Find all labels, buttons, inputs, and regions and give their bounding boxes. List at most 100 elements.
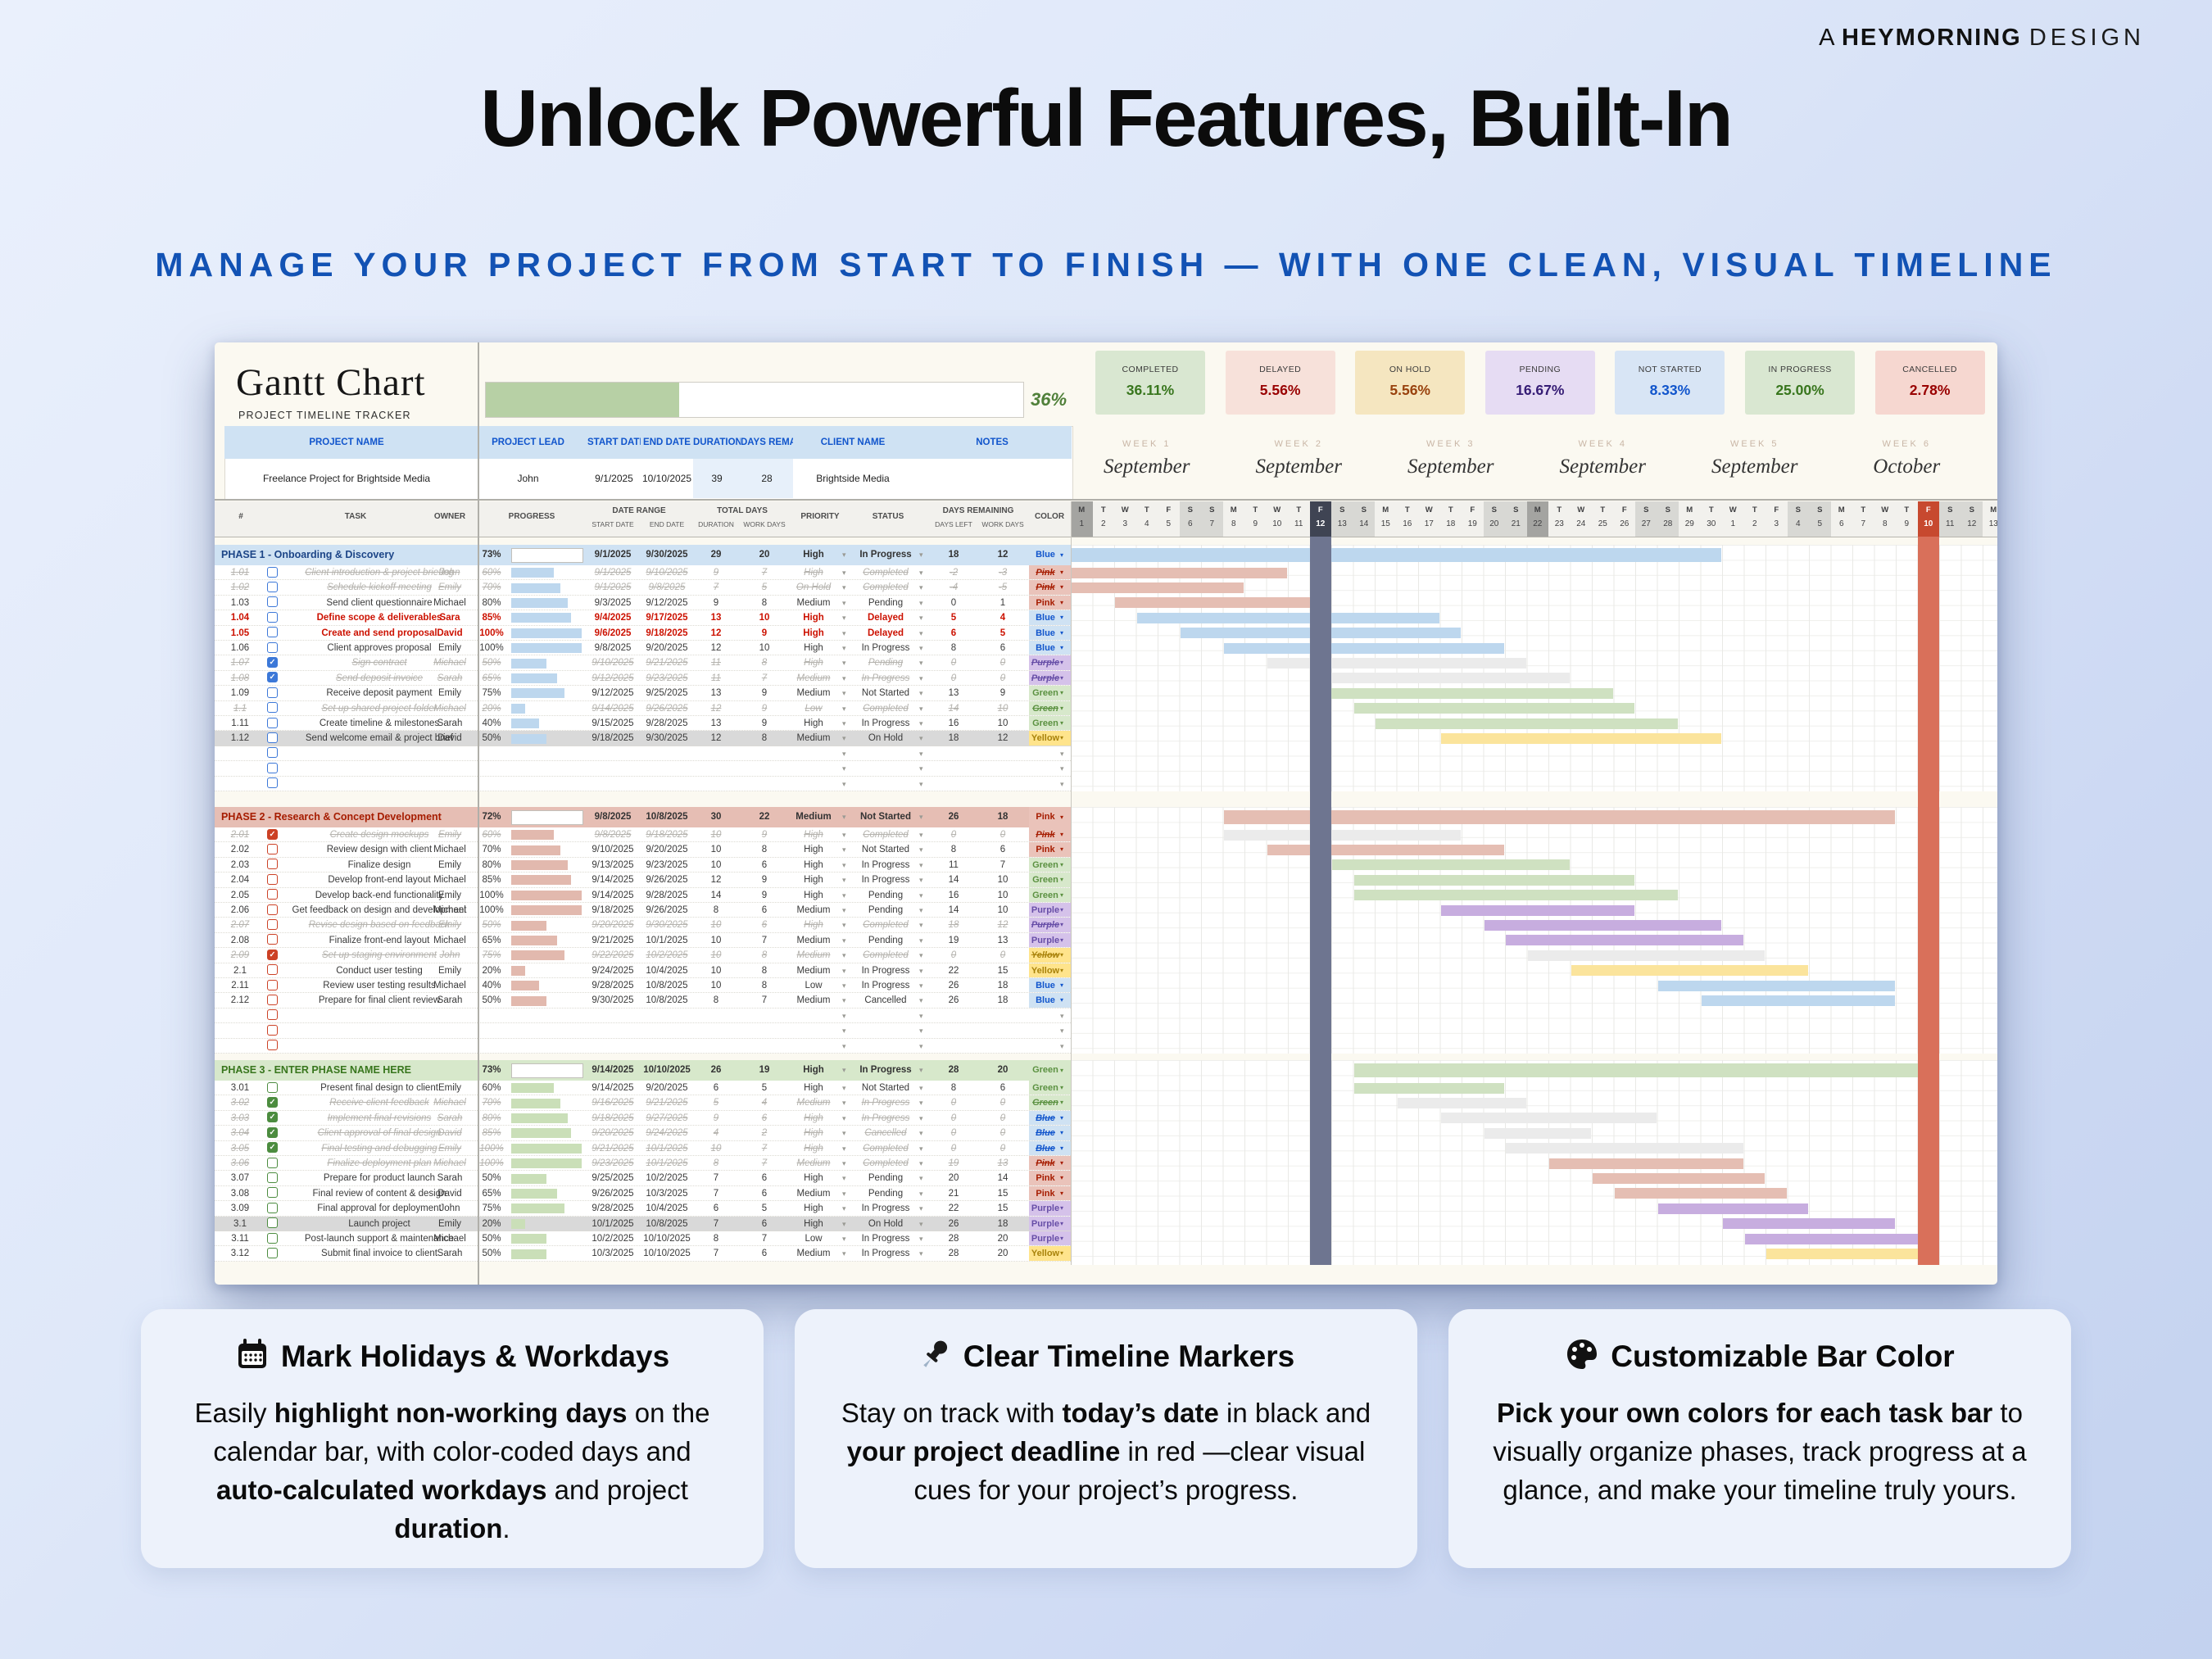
days_left_work-cell[interactable]: 10 xyxy=(997,875,1009,886)
task-checkbox[interactable] xyxy=(267,611,278,623)
priority-cell[interactable]: High xyxy=(804,568,823,578)
num-cell[interactable]: 2.09 xyxy=(230,950,250,961)
duration-cell[interactable]: 13 xyxy=(710,613,722,623)
work_days-cell[interactable]: 7 xyxy=(761,935,768,945)
color-dropdown-cell[interactable]: Blue ▾ xyxy=(1029,641,1071,655)
status-cell[interactable]: Pending xyxy=(868,1173,904,1184)
chevron-down-icon[interactable]: ▾ xyxy=(919,1159,923,1167)
chevron-down-icon[interactable]: ▾ xyxy=(919,981,923,990)
num-cell[interactable]: 1.12 xyxy=(230,733,250,744)
status-cell[interactable]: On Hold xyxy=(868,733,904,744)
chevron-down-icon[interactable]: ▾ xyxy=(919,831,923,839)
work_days-cell[interactable]: 9 xyxy=(761,830,768,840)
progress-cell[interactable]: 40% xyxy=(482,981,501,990)
task-name-cell[interactable]: Set up staging environment xyxy=(321,950,437,961)
start-cell[interactable]: 9/10/2025 xyxy=(592,658,634,669)
color-dropdown-cell[interactable]: Yellow ▾ xyxy=(1029,1246,1071,1261)
chevron-down-icon[interactable]: ▾ xyxy=(919,551,923,559)
status-cell[interactable]: Completed xyxy=(863,830,909,840)
days_left-cell[interactable]: 26 xyxy=(948,1218,959,1229)
chevron-down-icon[interactable]: ▾ xyxy=(1060,1011,1064,1020)
chevron-down-icon[interactable]: ▾ xyxy=(919,1066,923,1074)
task-checkbox[interactable] xyxy=(267,732,278,744)
task-name-cell[interactable]: Client introduction & project briefing xyxy=(305,568,454,578)
gantt-bar[interactable] xyxy=(1506,1143,1743,1154)
color-dropdown-cell[interactable]: Pink ▾ xyxy=(1029,1185,1071,1201)
owner-cell[interactable]: Michael xyxy=(433,597,466,608)
duration-cell[interactable]: 12 xyxy=(710,703,722,714)
progress-cell[interactable]: 65% xyxy=(482,673,501,683)
days_left_work-cell[interactable]: 6 xyxy=(999,845,1006,855)
days_left-cell[interactable]: 19 xyxy=(948,935,959,945)
start-cell[interactable]: 9/18/2025 xyxy=(592,905,634,915)
work_days-cell[interactable]: 8 xyxy=(761,597,768,608)
duration-cell[interactable]: 6 xyxy=(713,1203,719,1214)
priority-cell[interactable]: Medium xyxy=(796,1249,831,1259)
num-cell[interactable]: 2.1 xyxy=(233,965,247,976)
project-value-cell[interactable]: 9/1/2025 xyxy=(595,473,633,484)
status-cell[interactable]: Not Started xyxy=(861,688,910,699)
start-cell[interactable]: 10/3/2025 xyxy=(592,1249,634,1259)
start-cell[interactable]: 10/1/2025 xyxy=(592,1218,634,1229)
priority-cell[interactable]: High xyxy=(804,859,823,870)
start-cell[interactable]: 9/28/2025 xyxy=(592,981,634,990)
num-cell[interactable]: 1.07 xyxy=(230,658,250,669)
priority-cell[interactable]: Medium xyxy=(796,950,831,961)
task-checkbox[interactable] xyxy=(267,873,278,885)
progress-cell[interactable]: 50% xyxy=(482,1173,501,1184)
chevron-down-icon[interactable]: ▾ xyxy=(919,644,923,652)
chevron-down-icon[interactable]: ▾ xyxy=(919,813,923,821)
color-dropdown-cell[interactable]: Blue ▾ xyxy=(1029,1110,1071,1126)
color-dropdown-cell[interactable]: Green ▾ xyxy=(1029,873,1071,887)
task-name-cell[interactable]: Sign contract xyxy=(351,658,407,669)
days_left_work-cell[interactable]: 18 xyxy=(997,981,1009,990)
status-cell[interactable]: Cancelled xyxy=(864,1128,907,1139)
task-name-cell[interactable]: Send welcome email & project brief xyxy=(305,733,454,744)
progress-cell[interactable]: 100% xyxy=(479,628,504,638)
work_days-cell[interactable]: 7 xyxy=(761,673,768,683)
chevron-down-icon[interactable]: ▾ xyxy=(842,1189,846,1198)
work_days-cell[interactable]: 8 xyxy=(761,981,768,990)
start-cell[interactable]: 9/1/2025 xyxy=(594,568,632,578)
priority-cell[interactable]: Medium xyxy=(796,1158,831,1168)
color-dropdown-cell[interactable]: Pink ▾ xyxy=(1029,595,1071,610)
chevron-down-icon[interactable]: ▾ xyxy=(919,1099,923,1108)
task-checkbox[interactable] xyxy=(267,904,278,915)
priority-cell[interactable]: Low xyxy=(805,981,823,990)
gantt-bar[interactable] xyxy=(1657,980,1895,991)
task-name-cell[interactable]: Review user testing results xyxy=(323,981,436,990)
owner-cell[interactable]: Emily xyxy=(437,890,462,900)
chevron-down-icon[interactable]: ▾ xyxy=(919,1011,923,1020)
owner-cell[interactable]: Michael xyxy=(433,845,466,855)
owner-cell[interactable]: Sara xyxy=(439,613,460,623)
work_days-cell[interactable]: 5 xyxy=(761,1203,768,1214)
end-cell[interactable]: 9/26/2025 xyxy=(646,905,688,915)
work_days-cell[interactable]: 6 xyxy=(761,1188,768,1199)
work_days-cell[interactable]: 6 xyxy=(761,1113,768,1123)
work_days-cell[interactable]: 8 xyxy=(761,658,768,669)
days_left-cell[interactable]: 8 xyxy=(950,1083,957,1093)
chevron-down-icon[interactable]: ▾ xyxy=(842,921,846,930)
priority-cell[interactable]: High xyxy=(804,1203,823,1214)
num-cell[interactable]: 1.04 xyxy=(230,613,250,623)
progress-cell[interactable]: 65% xyxy=(482,935,501,945)
num-cell[interactable]: 2.04 xyxy=(230,875,250,886)
chevron-down-icon[interactable]: ▾ xyxy=(919,764,923,773)
progress-cell[interactable]: 50% xyxy=(482,733,501,744)
days_left-cell[interactable]: 13 xyxy=(948,688,959,699)
work_days-cell[interactable]: 7 xyxy=(761,1158,768,1168)
gantt-bar[interactable] xyxy=(1353,1082,1504,1094)
color-dropdown-cell[interactable]: Green ▾ xyxy=(1029,1081,1071,1095)
num-cell[interactable]: 2.07 xyxy=(230,920,250,931)
end-cell[interactable]: 10/4/2025 xyxy=(646,965,688,976)
task-checkbox[interactable] xyxy=(267,995,278,1006)
days_left-cell[interactable]: 0 xyxy=(950,597,957,608)
num-cell[interactable]: 2.01 xyxy=(230,830,250,840)
owner-cell[interactable]: Michael xyxy=(433,875,466,886)
days_left-cell[interactable]: 16 xyxy=(948,718,959,728)
work_days-cell[interactable]: 8 xyxy=(761,965,768,976)
duration-cell[interactable]: 12 xyxy=(710,643,722,653)
owner-cell[interactable]: David xyxy=(437,1188,462,1199)
task-name-cell[interactable]: Client approval of final design xyxy=(317,1128,442,1139)
priority-cell[interactable]: Medium xyxy=(796,597,831,608)
